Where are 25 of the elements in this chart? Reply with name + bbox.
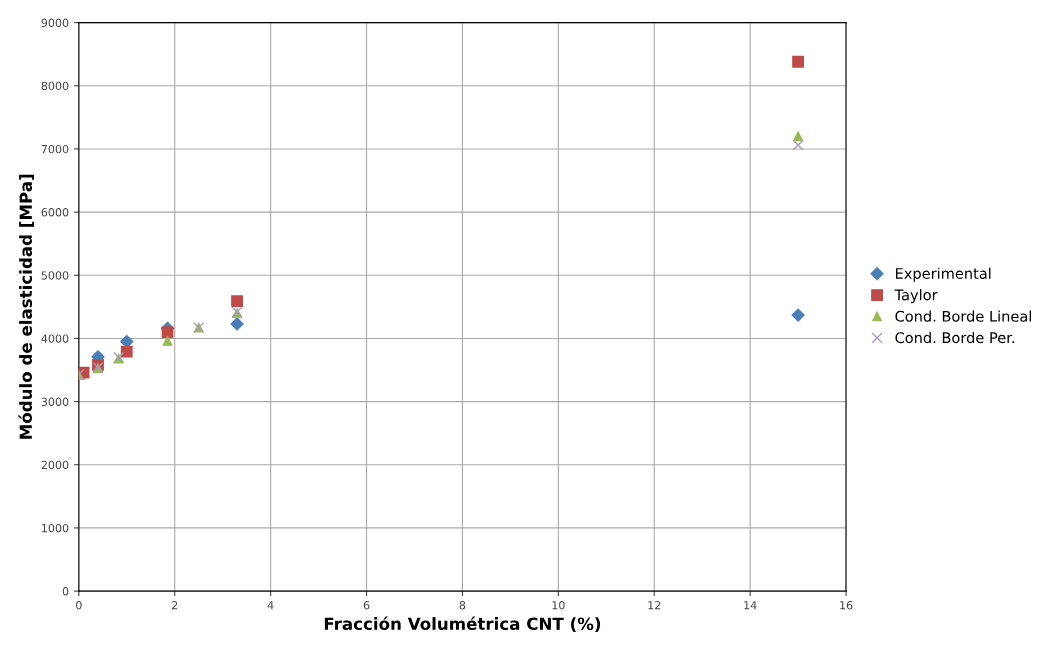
- y-tick-label: 7000: [41, 144, 69, 154]
- legend-label: Cond. Borde Lineal: [895, 310, 1031, 322]
- legend-label: Experimental: [895, 267, 991, 282]
- y-tick-label: 4000: [41, 334, 69, 343]
- x-axis-title: Fracción Volumétrica CNT (%): [324, 616, 601, 632]
- y-tick-label: 9000: [41, 18, 69, 27]
- y-tick-label: 2000: [41, 460, 69, 470]
- x-tick-label: 4: [267, 601, 274, 610]
- x-tick-label: 16: [840, 601, 853, 610]
- x-tick-label: 6: [363, 601, 370, 610]
- y-tick-label: 8000: [41, 81, 69, 91]
- y-tick-label: 3000: [41, 397, 69, 406]
- y-tick-label: 0: [62, 587, 69, 596]
- x-tick-label: 14: [744, 601, 757, 610]
- y-tick-label: 6000: [41, 208, 69, 217]
- x-tick-label: 10: [552, 601, 565, 610]
- y-tick-label: 1000: [42, 523, 69, 533]
- x-tick-label: 12: [648, 601, 661, 610]
- legend-label: Taylor: [894, 289, 938, 304]
- x-tick-label: 0: [76, 601, 82, 610]
- legend-label: Cond. Borde Per.: [895, 331, 1014, 344]
- y-axis-title: Módulo de elasticidad [MPa]: [18, 174, 34, 439]
- x-tick-label: 8: [459, 601, 466, 610]
- x-tick-label: 2: [172, 601, 178, 610]
- y-tick-label: 5000: [41, 271, 69, 280]
